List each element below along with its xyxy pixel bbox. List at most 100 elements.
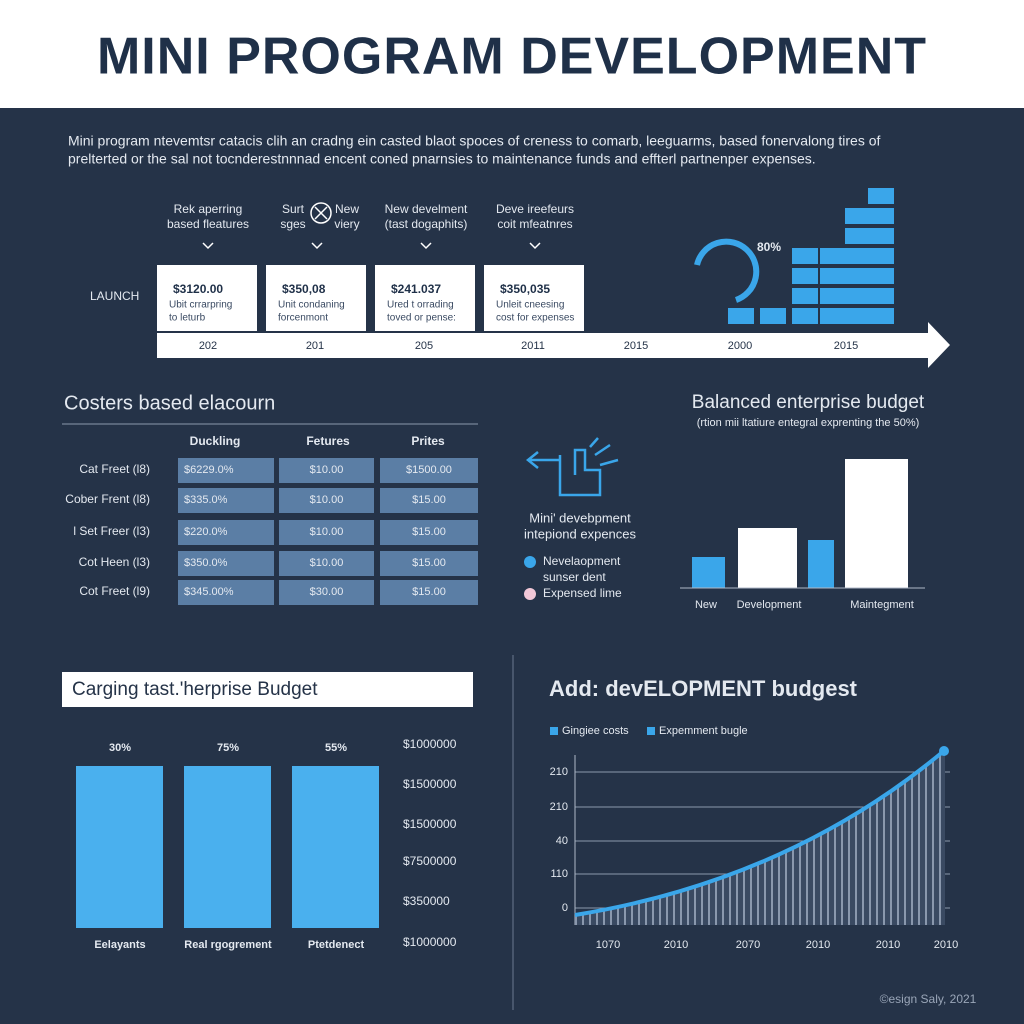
axis-label: $7500000: [403, 854, 457, 868]
block: [820, 288, 846, 304]
footer: ©esign Saly, 2021: [880, 992, 977, 1006]
step-text: Ured t orrading: [387, 300, 454, 311]
page-title: MINI PROGRAM DEVELOPMENT: [97, 28, 927, 86]
step-card: [157, 265, 257, 331]
cell-text: $6229.0%: [184, 464, 234, 476]
bar-chart: 30% Eelayants 75% Real rgogrement 55% Ptetden…: [76, 737, 457, 951]
x-label: 2010: [806, 939, 830, 951]
cell: [380, 458, 478, 483]
cell-text: $220.0%: [184, 526, 228, 538]
bar: [692, 557, 725, 588]
block: [792, 268, 818, 284]
cell: [178, 458, 274, 483]
step-value: $3120.00: [173, 282, 223, 296]
close-icon: [314, 206, 328, 220]
chevron: [311, 242, 323, 250]
curve: [574, 748, 947, 917]
row-label: Cot Freet (l9): [79, 584, 150, 598]
chart-title: Balanced enterprise budget: [692, 392, 925, 413]
step-card: [375, 265, 475, 331]
row-label: Cat Freet (l8): [79, 462, 150, 476]
step-heading: New develment: [385, 202, 468, 216]
legend-dot: [524, 588, 536, 600]
bar: [292, 766, 379, 928]
bar-label: 75%: [217, 742, 239, 754]
x-label: 2010: [876, 939, 900, 951]
block: [868, 308, 894, 324]
step-heading: Deve ireefeurs: [496, 202, 574, 216]
bar: [845, 459, 908, 588]
cell: [178, 580, 274, 605]
step-text: toved or pense:: [387, 313, 456, 324]
cell: [279, 488, 374, 513]
column-header: Prites: [411, 434, 445, 448]
block: [868, 188, 894, 204]
block: [868, 248, 894, 264]
cell-text: $15.00: [412, 586, 446, 598]
block: [820, 248, 846, 264]
timeline-arrow: [157, 322, 950, 368]
legend-label: Nevelaopment: [543, 554, 621, 568]
cell: [380, 551, 478, 576]
step-value: $241.037: [391, 282, 441, 296]
cell: [380, 580, 478, 605]
block: [868, 228, 894, 244]
launch-label: LAUNCH: [90, 289, 139, 303]
gauge: [694, 238, 760, 303]
cell: [178, 520, 274, 545]
cell-text: $15.00: [412, 494, 446, 506]
legend-label: Expensed lime: [543, 586, 622, 600]
step-text: forcenmont: [278, 313, 328, 324]
legend-dot: [524, 556, 536, 568]
header-band: [0, 0, 1024, 108]
column-header: Duckling: [190, 434, 241, 448]
y-label: 210: [550, 801, 568, 813]
step-value: $350,08: [282, 282, 326, 296]
step-heading: New: [335, 202, 359, 216]
block: [845, 308, 871, 324]
cell-text: $1500.00: [406, 464, 452, 476]
chevron: [529, 242, 541, 250]
year-label: 2015: [834, 340, 858, 352]
axis-label: $1500000: [403, 817, 457, 831]
step-text: Unleit cneesing: [496, 300, 564, 311]
year-label: 202: [199, 340, 217, 352]
bar-label: 55%: [325, 742, 347, 754]
cell: [380, 520, 478, 545]
legend-swatch: [647, 727, 655, 735]
row-label: Cot Heen (l3): [79, 555, 150, 569]
category-label: Real rgogrement: [184, 939, 272, 951]
intro-line: prelterted or the sal not tocnderestnnna…: [68, 151, 816, 167]
block: [845, 288, 871, 304]
step-heading: viery: [334, 217, 359, 231]
table-title: Costers based elacourn: [64, 392, 275, 414]
year-label: 201: [306, 340, 324, 352]
cell: [380, 488, 478, 513]
cell-text: $345.00%: [184, 586, 234, 598]
category-label: Eelayants: [94, 939, 145, 951]
axis-label: $1000000: [403, 737, 457, 751]
cell-text: $10.00: [310, 557, 344, 569]
x-label: 2010: [934, 939, 958, 951]
cell: [279, 580, 374, 605]
y-label: 40: [556, 835, 568, 847]
row-label: l Set Freer (l3): [73, 524, 150, 538]
chevron: [420, 242, 432, 250]
title-box: [62, 672, 473, 707]
block: [845, 248, 871, 264]
axis-label: $350000: [403, 894, 450, 908]
block: [845, 268, 871, 284]
y-label: 0: [562, 902, 568, 914]
cell: [279, 458, 374, 483]
step-card: [484, 265, 584, 331]
step-text: Unit condaning: [278, 300, 345, 311]
block-chart: [728, 188, 894, 324]
block: [868, 268, 894, 284]
block: [845, 208, 871, 224]
bar: [808, 540, 834, 588]
bar-label: 30%: [109, 742, 131, 754]
intro-line: Mini program ntevemtsr catacis clih an c…: [68, 133, 881, 149]
